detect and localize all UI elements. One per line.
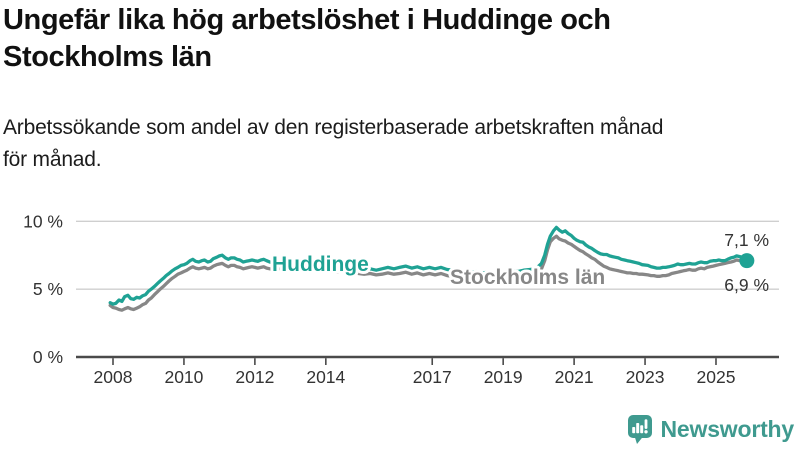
- x-tick-label: 2019: [484, 367, 523, 387]
- annotations: Huddinge 7,1 % Stockholms län 6,9 %: [269, 230, 769, 295]
- page-title: Ungefär lika hög arbetslöshet i Huddinge…: [3, 2, 611, 76]
- x-tick-label: 2012: [235, 367, 274, 387]
- x-tick-label: 2025: [697, 367, 736, 387]
- series-inline-label-huddinge: Huddinge: [272, 253, 369, 276]
- x-tick-label: 2008: [94, 367, 133, 387]
- page-title-line2: Stockholms län: [3, 41, 212, 73]
- series-line-huddinge: [108, 225, 749, 306]
- x-tick-label: 2014: [306, 367, 345, 387]
- series-inline-label-stockholms-lan: Stockholms län: [450, 266, 605, 289]
- chart-subtitle: Arbetssökande som andel av den registerb…: [3, 112, 663, 176]
- x-tick-label: 2017: [413, 367, 452, 387]
- brand-name: Newsworthy: [660, 416, 795, 442]
- series-end-value-label: 6,9 %: [724, 275, 769, 295]
- x-tick-label: 2010: [164, 367, 203, 387]
- x-axis: 2008 2010 2012 2014 2017 2019 2021 2023 2025: [94, 358, 736, 387]
- chart-subtitle-line1: Arbetssökande som andel av den registerb…: [3, 116, 664, 139]
- series-end-value-label: 7,1 %: [724, 230, 769, 250]
- y-tick-label: 10 %: [23, 211, 63, 231]
- page-title-line1: Ungefär lika hög arbetslöshet i Huddinge…: [3, 4, 611, 36]
- y-tick-label: 5 %: [33, 279, 63, 299]
- gridlines: 10 % 5 % 0 %: [23, 211, 779, 367]
- newsworthy-logo[interactable]: Newsworthy: [627, 414, 794, 445]
- newsworthy-bubble-chart-icon: [627, 415, 652, 444]
- data-series: [108, 225, 749, 312]
- chart-subtitle-line2: för månad.: [3, 148, 102, 171]
- series-end-dot: [739, 253, 755, 269]
- x-tick-label: 2021: [555, 367, 594, 387]
- y-tick-label: 0 %: [33, 347, 63, 367]
- series-line-stockholms-lan: [108, 234, 749, 312]
- x-tick-label: 2023: [626, 367, 665, 387]
